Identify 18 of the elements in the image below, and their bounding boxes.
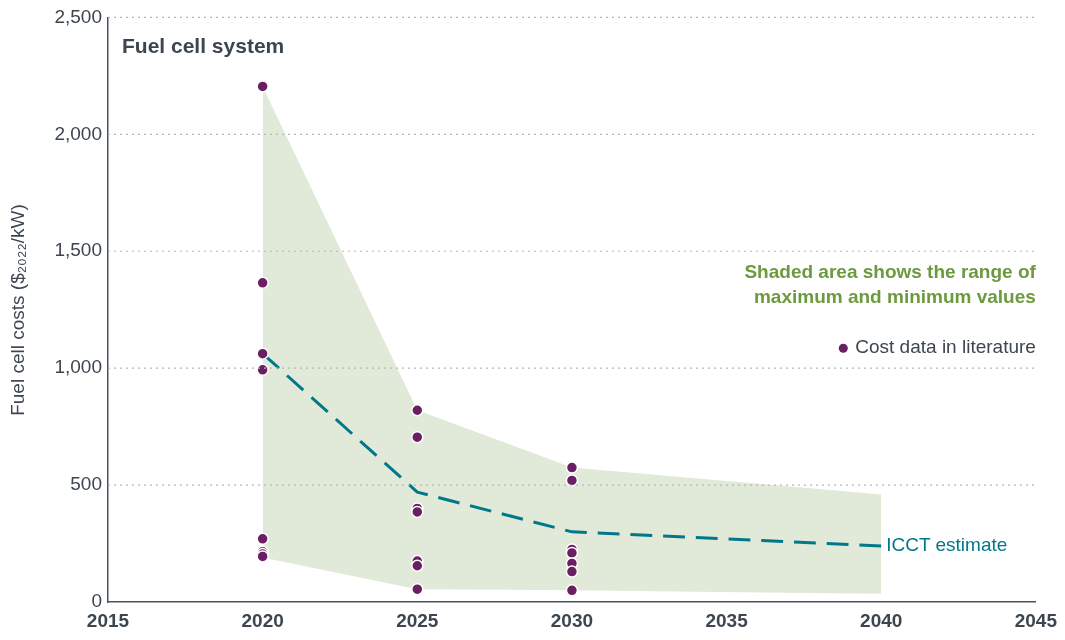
y-tick-label: 500 [70, 473, 102, 495]
x-tick-label: 2020 [241, 609, 284, 631]
y-axis-title: Fuel cell costs ($₂₀₂₂/kW) [7, 204, 29, 416]
legend-label: Cost data in literature [855, 336, 1036, 358]
x-tick-label: 2040 [860, 609, 903, 631]
y-tick-label: 0 [91, 590, 102, 612]
y-tick-label: 2,000 [54, 122, 102, 144]
y-tick-label: 1,000 [54, 356, 102, 378]
text: Fuel cell system [122, 34, 285, 58]
x-tick-label: 2035 [705, 609, 749, 631]
y-tick-label: 2,500 [54, 5, 102, 27]
x-tick-label: 2025 [396, 609, 439, 631]
series-label: ICCT estimate [886, 534, 1008, 556]
y-tick-label: 1,500 [54, 239, 102, 261]
annotation: Shaded area shows the range of maximum and minimum values [744, 261, 1037, 308]
x-tick-label: 2015 [86, 609, 130, 631]
x-tick-label: 2045 [1014, 609, 1058, 631]
x-tick-label: 2030 [550, 609, 594, 631]
